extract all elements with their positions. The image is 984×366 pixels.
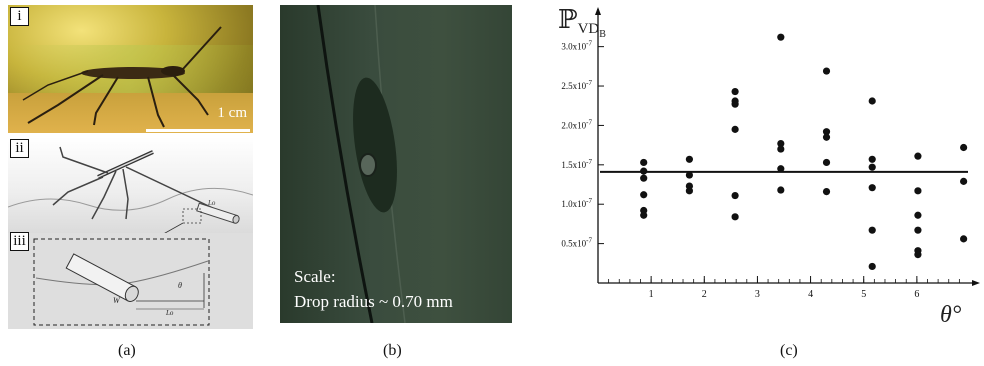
y-tick-label: 1.0x10-7 xyxy=(561,197,592,209)
sublabel-i: i xyxy=(10,7,29,26)
leg-detail-sketch: W θ Lo xyxy=(33,238,210,326)
data-point xyxy=(914,152,922,160)
w-label: W xyxy=(113,296,121,305)
x-tick-label: 4 xyxy=(808,289,813,300)
data-point xyxy=(960,177,968,185)
data-point xyxy=(822,67,831,75)
caption-a: (a) xyxy=(118,342,136,359)
water-strider-illustration xyxy=(22,26,222,128)
data-point xyxy=(822,158,831,167)
data-point xyxy=(822,188,831,196)
data-point xyxy=(868,97,876,105)
sublabel-ii: ii xyxy=(10,139,29,158)
data-point xyxy=(640,191,648,199)
fiber-drop-sketch xyxy=(316,5,406,323)
x-axis-label: θ° xyxy=(940,302,962,328)
data-point xyxy=(685,155,694,163)
y-tick-label: 0.5x10-7 xyxy=(561,237,592,249)
data-point xyxy=(822,133,831,141)
data-point xyxy=(914,211,922,219)
y-axis-label: ℙVDB xyxy=(558,5,606,40)
data-point xyxy=(914,226,922,234)
x-tick-label: 6 xyxy=(914,289,919,300)
y-tick-label: 3.0x10-7 xyxy=(561,40,592,52)
drop-radius-text: Drop radius ~ 0.70 mm xyxy=(294,292,453,311)
data-point xyxy=(731,213,739,221)
data-point xyxy=(868,262,876,271)
data-point xyxy=(868,155,876,163)
data-point xyxy=(822,128,831,136)
caption-c: (c) xyxy=(780,342,798,359)
strider-drawing: Lo ii xyxy=(8,137,253,237)
data-point xyxy=(777,186,785,194)
scale-heading: Scale: xyxy=(294,267,336,286)
x-tick-label: 5 xyxy=(861,289,866,300)
data-point xyxy=(640,158,648,167)
chart-axes xyxy=(595,7,980,286)
caption-b: (b) xyxy=(383,342,402,359)
y-tick-label: 2.0x10-7 xyxy=(561,118,592,130)
scale-bar-label: 1 cm xyxy=(217,105,247,121)
x-tick-label: 1 xyxy=(649,289,654,300)
data-point xyxy=(868,163,876,171)
x-tick-label: 2 xyxy=(702,289,707,300)
chart-ticks xyxy=(598,46,960,283)
data-point xyxy=(914,251,922,259)
data-point xyxy=(731,125,739,133)
data-point xyxy=(640,167,648,175)
x-axis-arrow xyxy=(972,280,980,286)
data-point xyxy=(685,171,694,179)
data-point xyxy=(868,184,876,192)
data-point xyxy=(777,139,785,148)
lo-label-bottom: Lo xyxy=(165,309,174,317)
leg-detail-drawing: W θ Lo iii xyxy=(8,232,253,329)
data-point xyxy=(731,100,739,108)
data-point xyxy=(914,187,922,195)
data-point xyxy=(640,174,648,182)
data-point xyxy=(960,143,968,152)
data-point xyxy=(960,235,968,243)
data-point xyxy=(868,226,876,234)
drop-photo: Scale: Drop radius ~ 0.70 mm xyxy=(280,5,512,323)
y-tick-label: 2.5x10-7 xyxy=(561,79,592,91)
data-point xyxy=(731,87,739,96)
water-strider-photo: i 1 cm xyxy=(8,5,253,133)
theta-label: θ xyxy=(178,281,182,290)
strider-sketch: Lo xyxy=(8,146,253,237)
data-point xyxy=(777,33,785,41)
y-tick-label: 1.5x10-7 xyxy=(561,158,592,170)
scale-bar xyxy=(146,129,250,132)
chart-points xyxy=(640,33,968,271)
sublabel-iii: iii xyxy=(10,232,29,251)
data-point xyxy=(685,187,694,195)
lo-label-top: Lo xyxy=(207,199,216,207)
y-axis-arrow xyxy=(595,7,601,15)
data-point xyxy=(640,211,648,219)
data-point xyxy=(777,165,785,173)
data-point xyxy=(777,145,785,153)
scatter-chart: 1 2 3 4 5 6 0.5x10-7 1.0x10-7 1.5x10-7 2.0x10-7 2.… xyxy=(558,5,980,328)
data-point xyxy=(731,191,739,200)
chart-labels: 1 2 3 4 5 6 0.5x10-7 1.0x10-7 1.5x10-7 2.0x10-7 2.… xyxy=(558,5,962,328)
x-tick-label: 3 xyxy=(755,289,760,300)
